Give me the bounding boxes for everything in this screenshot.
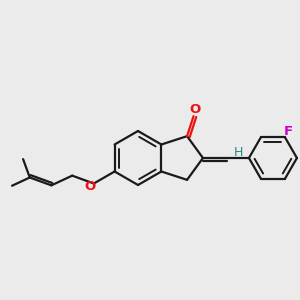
Text: O: O	[190, 103, 201, 116]
Text: H: H	[234, 146, 243, 160]
Text: O: O	[84, 179, 95, 193]
Text: F: F	[284, 125, 293, 138]
